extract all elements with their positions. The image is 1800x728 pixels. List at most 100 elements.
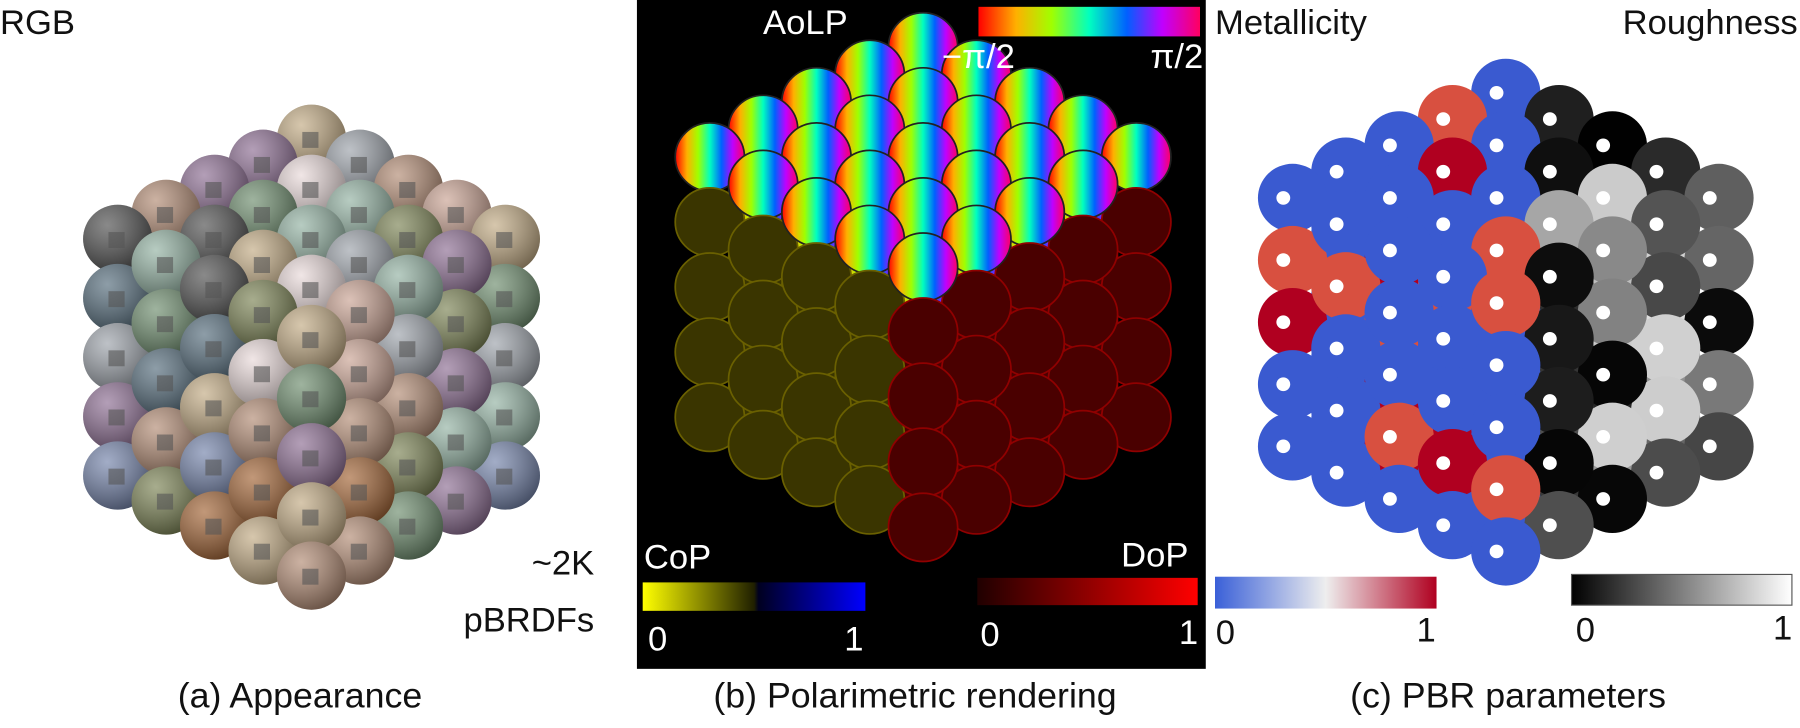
sphere bbox=[1311, 438, 1381, 507]
sphere-notch bbox=[253, 307, 270, 324]
sphere bbox=[1631, 252, 1701, 321]
sphere bbox=[1524, 190, 1594, 259]
sphere bbox=[1684, 163, 1754, 233]
sphere-hole bbox=[1436, 269, 1451, 284]
sphere-hole bbox=[1329, 279, 1344, 294]
sphere bbox=[1471, 268, 1541, 338]
sphere bbox=[1257, 412, 1328, 481]
colorbar-max: 1 bbox=[1417, 612, 1436, 650]
sphere bbox=[1524, 428, 1594, 498]
colorbar-max: 1 bbox=[844, 621, 863, 659]
sphere-hole bbox=[1329, 217, 1344, 232]
sphere-notch bbox=[302, 332, 319, 349]
sphere-hole bbox=[1489, 191, 1504, 205]
colorbar-min: 0 bbox=[648, 621, 667, 659]
sphere-notch bbox=[205, 282, 222, 299]
sphere-notch bbox=[350, 425, 367, 442]
sphere-hole bbox=[1276, 377, 1291, 392]
sphere-hole bbox=[1702, 315, 1717, 329]
sphere-notch bbox=[399, 341, 416, 358]
sphere-notch bbox=[447, 207, 464, 223]
count-label: ~2K bbox=[532, 545, 595, 583]
sphere-hole bbox=[1542, 332, 1557, 346]
sphere-hole bbox=[1329, 164, 1344, 179]
panel-label: AoLP bbox=[763, 4, 848, 42]
sphere-notch bbox=[399, 400, 416, 417]
sphere-hole bbox=[1702, 253, 1717, 267]
sphere-notch bbox=[302, 182, 319, 198]
sphere bbox=[1471, 163, 1541, 233]
sphere bbox=[1417, 428, 1488, 498]
sphere-notch bbox=[302, 450, 319, 467]
sphere-notch bbox=[253, 484, 270, 501]
sphere bbox=[1684, 288, 1754, 357]
sphere-notch bbox=[350, 207, 367, 223]
sphere-notch bbox=[156, 316, 174, 333]
sphere bbox=[1631, 438, 1701, 507]
dop-colorbar bbox=[977, 577, 1198, 606]
sphere bbox=[1311, 376, 1381, 445]
caption: (a) Appearance bbox=[178, 676, 422, 716]
sphere-hole bbox=[1649, 164, 1664, 179]
sphere-notch bbox=[447, 257, 464, 273]
sphere-hole bbox=[1329, 465, 1344, 480]
sphere-hole bbox=[1436, 112, 1451, 126]
sphere-notch bbox=[496, 409, 513, 426]
sphere-notch bbox=[253, 425, 270, 442]
sphere-notch bbox=[496, 350, 513, 367]
sphere-hole bbox=[1436, 394, 1451, 408]
sphere-hole bbox=[1596, 191, 1611, 205]
sphere bbox=[1417, 137, 1488, 206]
sphere bbox=[1311, 314, 1381, 383]
sphere-notch bbox=[496, 291, 513, 308]
sphere-hole bbox=[1542, 112, 1557, 126]
panel-label: Metallicity bbox=[1215, 4, 1368, 42]
sphere bbox=[1417, 190, 1488, 259]
sphere bbox=[1364, 216, 1434, 285]
sphere-hole bbox=[1649, 465, 1664, 480]
sphere bbox=[1257, 350, 1328, 419]
sphere bbox=[1471, 111, 1541, 180]
cop-colorbar bbox=[642, 582, 866, 611]
sphere-hole bbox=[1436, 164, 1451, 179]
sphere bbox=[1577, 163, 1647, 233]
count-unit: pBRDFs bbox=[463, 602, 594, 640]
sphere bbox=[1471, 393, 1541, 462]
sphere-notch bbox=[253, 207, 270, 223]
sphere-hole bbox=[1596, 243, 1611, 258]
colorbar-max: π/2 bbox=[1151, 38, 1204, 76]
sphere bbox=[1524, 242, 1594, 311]
sphere-hole bbox=[1702, 439, 1717, 454]
sphere bbox=[1257, 288, 1328, 357]
sphere-renderings bbox=[83, 104, 540, 610]
sphere-notch bbox=[108, 291, 125, 308]
sphere-notch bbox=[253, 257, 270, 273]
sphere-hole bbox=[1596, 138, 1611, 153]
sphere-notch bbox=[156, 375, 174, 392]
panel-label: RGB bbox=[0, 4, 75, 42]
sphere bbox=[1524, 366, 1594, 436]
sphere-hole bbox=[1276, 191, 1291, 205]
sphere bbox=[1631, 376, 1701, 445]
sphere-notch bbox=[205, 459, 222, 476]
sphere-notch bbox=[302, 391, 319, 408]
sphere bbox=[1257, 225, 1328, 295]
sphere-hole bbox=[1436, 332, 1451, 346]
sphere-notch bbox=[302, 509, 319, 526]
sphere-hole bbox=[1276, 253, 1291, 267]
caption: (b) Polarimetric rendering bbox=[713, 676, 1116, 716]
colorbar-min: 0 bbox=[1576, 612, 1595, 650]
sphere bbox=[1364, 111, 1434, 180]
sphere bbox=[1524, 304, 1594, 373]
sphere-hole bbox=[1383, 138, 1397, 153]
sphere-notch bbox=[205, 232, 222, 248]
sphere-hole bbox=[1649, 217, 1664, 232]
sphere bbox=[1631, 190, 1701, 259]
sphere-notch bbox=[205, 182, 222, 198]
sphere-notch bbox=[350, 366, 367, 383]
polarimetric-spheres bbox=[674, 11, 1172, 563]
sphere bbox=[887, 427, 959, 498]
sphere-hole bbox=[1489, 296, 1504, 310]
sphere-notch bbox=[253, 156, 270, 173]
